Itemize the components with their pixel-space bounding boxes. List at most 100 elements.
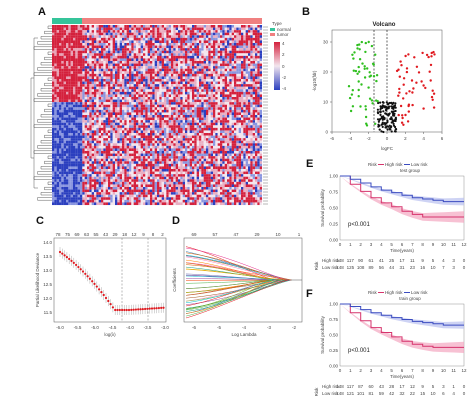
heatmap-cell [59, 58, 62, 62]
heatmap-cell [245, 84, 249, 87]
heatmap-cell [105, 117, 109, 121]
heatmap-cell [152, 102, 155, 105]
heatmap-cell [96, 102, 99, 105]
heatmap-cell [63, 94, 67, 98]
heatmap-cell [119, 102, 123, 105]
heatmap-cell [255, 163, 258, 167]
heatmap-cell [143, 161, 146, 164]
heatmap-cell [119, 84, 123, 87]
heatmap-cell [168, 153, 172, 157]
heatmap-cell [203, 68, 207, 72]
heatmap-cell [194, 158, 197, 162]
heatmap-cell [241, 140, 244, 144]
heatmap-cell [59, 130, 62, 134]
heatmap-cell [175, 161, 179, 164]
heatmap-cell [168, 71, 172, 74]
heatmap-cell [208, 58, 211, 62]
heatmap-cell [91, 156, 95, 159]
heatmap-cell [187, 71, 190, 74]
heatmap-cell [101, 158, 104, 162]
heatmap-cell [101, 112, 104, 116]
heatmap-cell [126, 89, 130, 92]
heatmap-cell [80, 140, 83, 144]
heatmap-cell [105, 104, 109, 108]
heatmap-cell [126, 27, 130, 31]
heatmap-cell [161, 140, 165, 144]
heatmap-cell [245, 133, 249, 136]
heatmap-cell [59, 89, 62, 92]
heatmap-cell [108, 94, 111, 98]
heatmap-cell [89, 120, 92, 123]
heatmap-cell [189, 138, 193, 141]
heatmap-cell [178, 45, 181, 49]
heatmap-cell [68, 107, 71, 110]
heatmap-cell [150, 50, 153, 54]
heatmap-cell [94, 107, 97, 110]
heatmap-cell [161, 40, 165, 44]
heatmap-cell [203, 133, 207, 136]
heatmap-cell [94, 25, 97, 28]
heatmap-cell [159, 133, 162, 136]
heatmap-cell [59, 156, 62, 159]
heatmap-cell [189, 135, 193, 139]
heatmap-cell [138, 127, 141, 131]
heatmap-cell [56, 130, 60, 134]
heatmap-cell [171, 94, 174, 98]
heatmap-cell [98, 71, 102, 74]
heatmap-cell [213, 89, 216, 92]
heatmap-cell [96, 86, 99, 90]
heatmap-cell [96, 63, 99, 67]
heatmap-cell [173, 120, 176, 123]
heatmap-cell [182, 161, 186, 164]
heatmap-cell [70, 89, 74, 92]
heatmap-cell [84, 156, 88, 159]
heatmap-cell [220, 117, 223, 121]
heatmap-cell [166, 55, 169, 59]
heatmap-cell [201, 104, 204, 108]
heatmap-cell [182, 32, 186, 36]
heatmap-cell [203, 53, 207, 56]
heatmap-cell [178, 55, 181, 59]
heatmap-cell [234, 68, 237, 72]
heatmap-cell [175, 68, 179, 72]
heatmap-cell [80, 63, 83, 67]
heatmap-cell [138, 91, 141, 95]
heatmap-cell [112, 45, 116, 49]
heatmap-cell [166, 76, 169, 80]
heatmap-cell [138, 53, 141, 56]
heatmap-cell [133, 73, 137, 77]
heatmap-cell [236, 148, 239, 152]
heatmap-cell [61, 71, 64, 74]
heatmap-cell [213, 97, 216, 100]
heatmap-cell [189, 122, 193, 126]
heatmap-cell [210, 53, 214, 56]
heatmap-cell [245, 148, 249, 152]
heatmap-cell [56, 91, 60, 95]
heatmap-cell [75, 66, 78, 69]
heatmap-cell [122, 148, 125, 152]
heatmap-cell [215, 153, 218, 157]
heatmap-cell [222, 32, 225, 36]
heatmap-cell [201, 153, 204, 157]
heatmap-cell [131, 32, 134, 36]
heatmap-cell [224, 45, 228, 49]
heatmap-cell [215, 115, 218, 118]
heatmap-cell [229, 143, 232, 146]
heatmap-cell [119, 35, 123, 38]
heatmap-cell [229, 89, 232, 92]
heatmap-cell [173, 97, 176, 100]
heatmap-cell [164, 130, 167, 134]
heatmap-cell [185, 145, 188, 149]
heatmap-cell [122, 76, 125, 80]
heatmap-cell [208, 135, 211, 139]
heatmap-cell [159, 61, 162, 64]
heatmap-cell [117, 43, 120, 46]
heatmap-cell [196, 107, 200, 110]
heatmap-cell [157, 30, 160, 33]
heatmap-cell [56, 117, 60, 121]
heatmap-cell [108, 104, 111, 108]
heatmap-cell [196, 135, 200, 139]
heatmap-cell [199, 117, 202, 121]
heatmap-cell [164, 151, 167, 154]
heatmap-cell [199, 138, 202, 141]
